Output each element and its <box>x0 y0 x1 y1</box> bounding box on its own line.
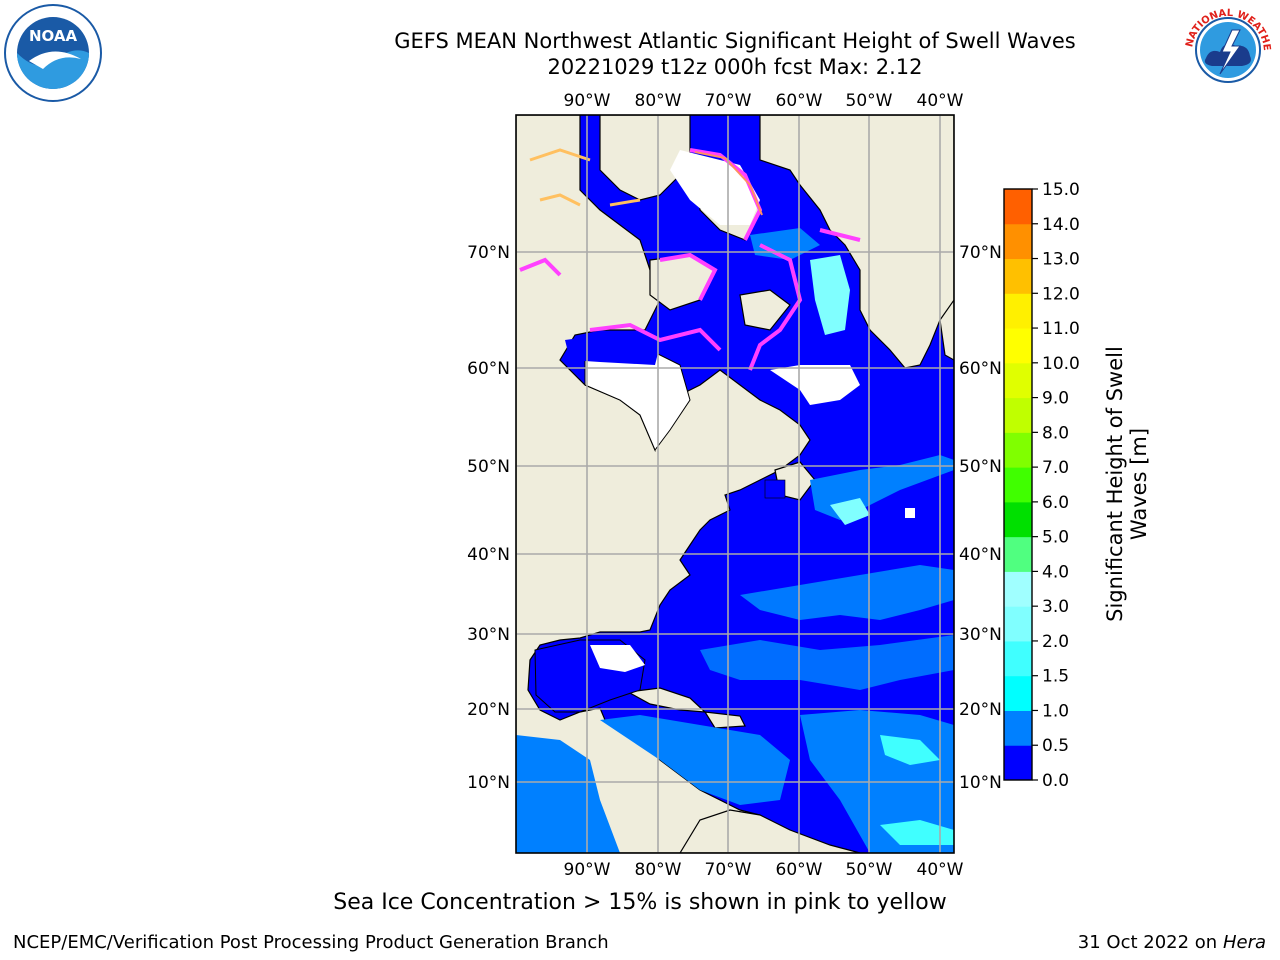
colorbar-tick-label: 11.0 <box>1042 319 1080 339</box>
chart-subtitle: 20221029 t12z 000h fcst Max: 2.12 <box>547 55 923 79</box>
lat-label: 60°N <box>467 359 510 379</box>
lat-label: 70°N <box>467 243 510 263</box>
colorbar-segment <box>1004 397 1032 433</box>
colorbar-tick-label: 13.0 <box>1042 250 1080 270</box>
tropical-swell-max <box>880 735 940 765</box>
colorbar-segment <box>1004 258 1032 294</box>
lat-label: 40°N <box>959 545 1002 565</box>
atlantic-swell-band-1 <box>740 565 954 620</box>
gulf-st-lawrence <box>764 479 786 499</box>
colorbar-tick-label: 8.0 <box>1042 423 1069 443</box>
lat-label: 50°N <box>959 457 1002 477</box>
colorbar-tick-label: 12.0 <box>1042 284 1080 304</box>
latitude-labels-right: 70°N 60°N 50°N 40°N 30°N 20°N 10°N <box>959 243 1002 793</box>
colorbar-segment <box>1004 223 1032 260</box>
lon-label: 50°W <box>846 91 893 111</box>
latitude-labels-left: 70°N 60°N 50°N 40°N 30°N 20°N 10°N <box>467 243 510 793</box>
lat-label: 30°N <box>467 625 510 645</box>
noaa-logo: NOAA <box>4 4 102 102</box>
davis-strait-swell <box>810 255 850 335</box>
lon-label: 40°W <box>917 860 964 880</box>
colorbar-tick-label: 7.0 <box>1042 458 1069 478</box>
colorbar-segment <box>1004 189 1032 225</box>
colorbar-tick-label: 14.0 <box>1042 215 1080 235</box>
footer-date-text: 31 Oct 2022 on <box>1077 932 1223 953</box>
lat-label: 10°N <box>959 773 1002 793</box>
colorbar-tick-label: 2.0 <box>1042 632 1069 652</box>
colorbar-tick-label: 0.0 <box>1042 771 1069 791</box>
lon-label: 40°W <box>917 91 964 111</box>
colorbar-segment <box>1004 293 1032 329</box>
colorbar-frame <box>1003 188 1033 781</box>
map-area <box>516 115 954 853</box>
gulf-no-data <box>590 645 645 672</box>
longitude-labels-top: 90°W 80°W 70°W 60°W 50°W 40°W <box>564 91 964 111</box>
colorbar-segment <box>1004 328 1032 364</box>
colorbar-segment <box>1004 710 1032 746</box>
colorbar-tick-label: 6.0 <box>1042 493 1069 513</box>
lon-label: 70°W <box>705 91 752 111</box>
colorbar-tick-label: 1.0 <box>1042 701 1069 721</box>
lon-label: 90°W <box>564 860 611 880</box>
lon-label: 80°W <box>635 91 682 111</box>
colorbar-segment <box>1004 745 1032 781</box>
colorbar-tick-label: 0.5 <box>1042 736 1069 756</box>
tropical-swell-max-2 <box>880 820 954 845</box>
lon-label: 70°W <box>705 860 752 880</box>
colorbar-tick-label: 15.0 <box>1042 180 1080 200</box>
colorbar-tick-label: 3.0 <box>1042 597 1069 617</box>
lon-label: 60°W <box>776 91 823 111</box>
lon-label: 60°W <box>776 860 823 880</box>
lat-label: 50°N <box>467 457 510 477</box>
colorbar-segment <box>1004 362 1032 399</box>
lat-label: 40°N <box>467 545 510 565</box>
map-frame <box>515 114 955 854</box>
lon-label: 90°W <box>564 91 611 111</box>
sea-ice-edges <box>519 148 861 371</box>
footer-credit: NCEP/EMC/Verification Post Processing Pr… <box>13 932 609 953</box>
lon-label: 50°W <box>846 860 893 880</box>
labrador-no-data <box>770 365 860 405</box>
colorbar-segment <box>1004 640 1032 677</box>
graticule <box>516 115 954 853</box>
lat-label: 60°N <box>959 359 1002 379</box>
colorbar-tick-label: 9.0 <box>1042 389 1069 409</box>
colorbar-tick-label: 4.0 <box>1042 562 1069 582</box>
colorbar-segment <box>1004 467 1032 503</box>
lat-label: 70°N <box>959 243 1002 263</box>
colorbar-segment <box>1004 432 1032 468</box>
colorbar-tick-label: 1.5 <box>1042 667 1069 687</box>
colorbar-segment <box>1004 501 1032 538</box>
longitude-labels-bottom: 90°W 80°W 70°W 60°W 50°W 40°W <box>564 860 964 880</box>
footer-date: 31 Oct 2022 on Hera <box>1078 932 1266 953</box>
colorbar-segment <box>1004 536 1032 572</box>
pacific-swell-band <box>516 735 620 853</box>
lat-label: 10°N <box>467 773 510 793</box>
colorbar: 15.0 14.0 13.0 12.0 11.0 10.0 9.0 8.0 7.0 6.0 5.0 4… <box>1003 180 1080 791</box>
colorbar-title: Significant Height of Swell Waves [m] <box>1103 346 1151 622</box>
hudson-strait-swell <box>565 330 660 365</box>
colorbar-segment <box>1004 571 1032 607</box>
national-weather-service-logo: NATIONAL WEATHER SERVICE <box>1176 0 1274 96</box>
colorbar-segment <box>1004 606 1032 642</box>
noaa-logo-text: NOAA <box>29 27 78 45</box>
north-atlantic-swell-max <box>830 498 870 525</box>
colorbar-tick-label: 10.0 <box>1042 354 1080 374</box>
atlantic-swell-band-2 <box>700 635 954 690</box>
lat-label: 20°N <box>959 700 1002 720</box>
footer-host: Hera <box>1222 932 1266 953</box>
lat-label: 20°N <box>467 700 510 720</box>
sea-ice-caption: Sea Ice Concentration > 15% is shown in … <box>333 890 947 915</box>
lon-label: 80°W <box>635 860 682 880</box>
lat-label: 30°N <box>959 625 1002 645</box>
colorbar-tick-label: 5.0 <box>1042 528 1069 548</box>
chart-title: GEFS MEAN Northwest Atlantic Significant… <box>394 29 1076 53</box>
colorbar-segment <box>1004 675 1032 711</box>
no-data-speck <box>905 508 915 518</box>
hudson-bay <box>584 349 691 451</box>
